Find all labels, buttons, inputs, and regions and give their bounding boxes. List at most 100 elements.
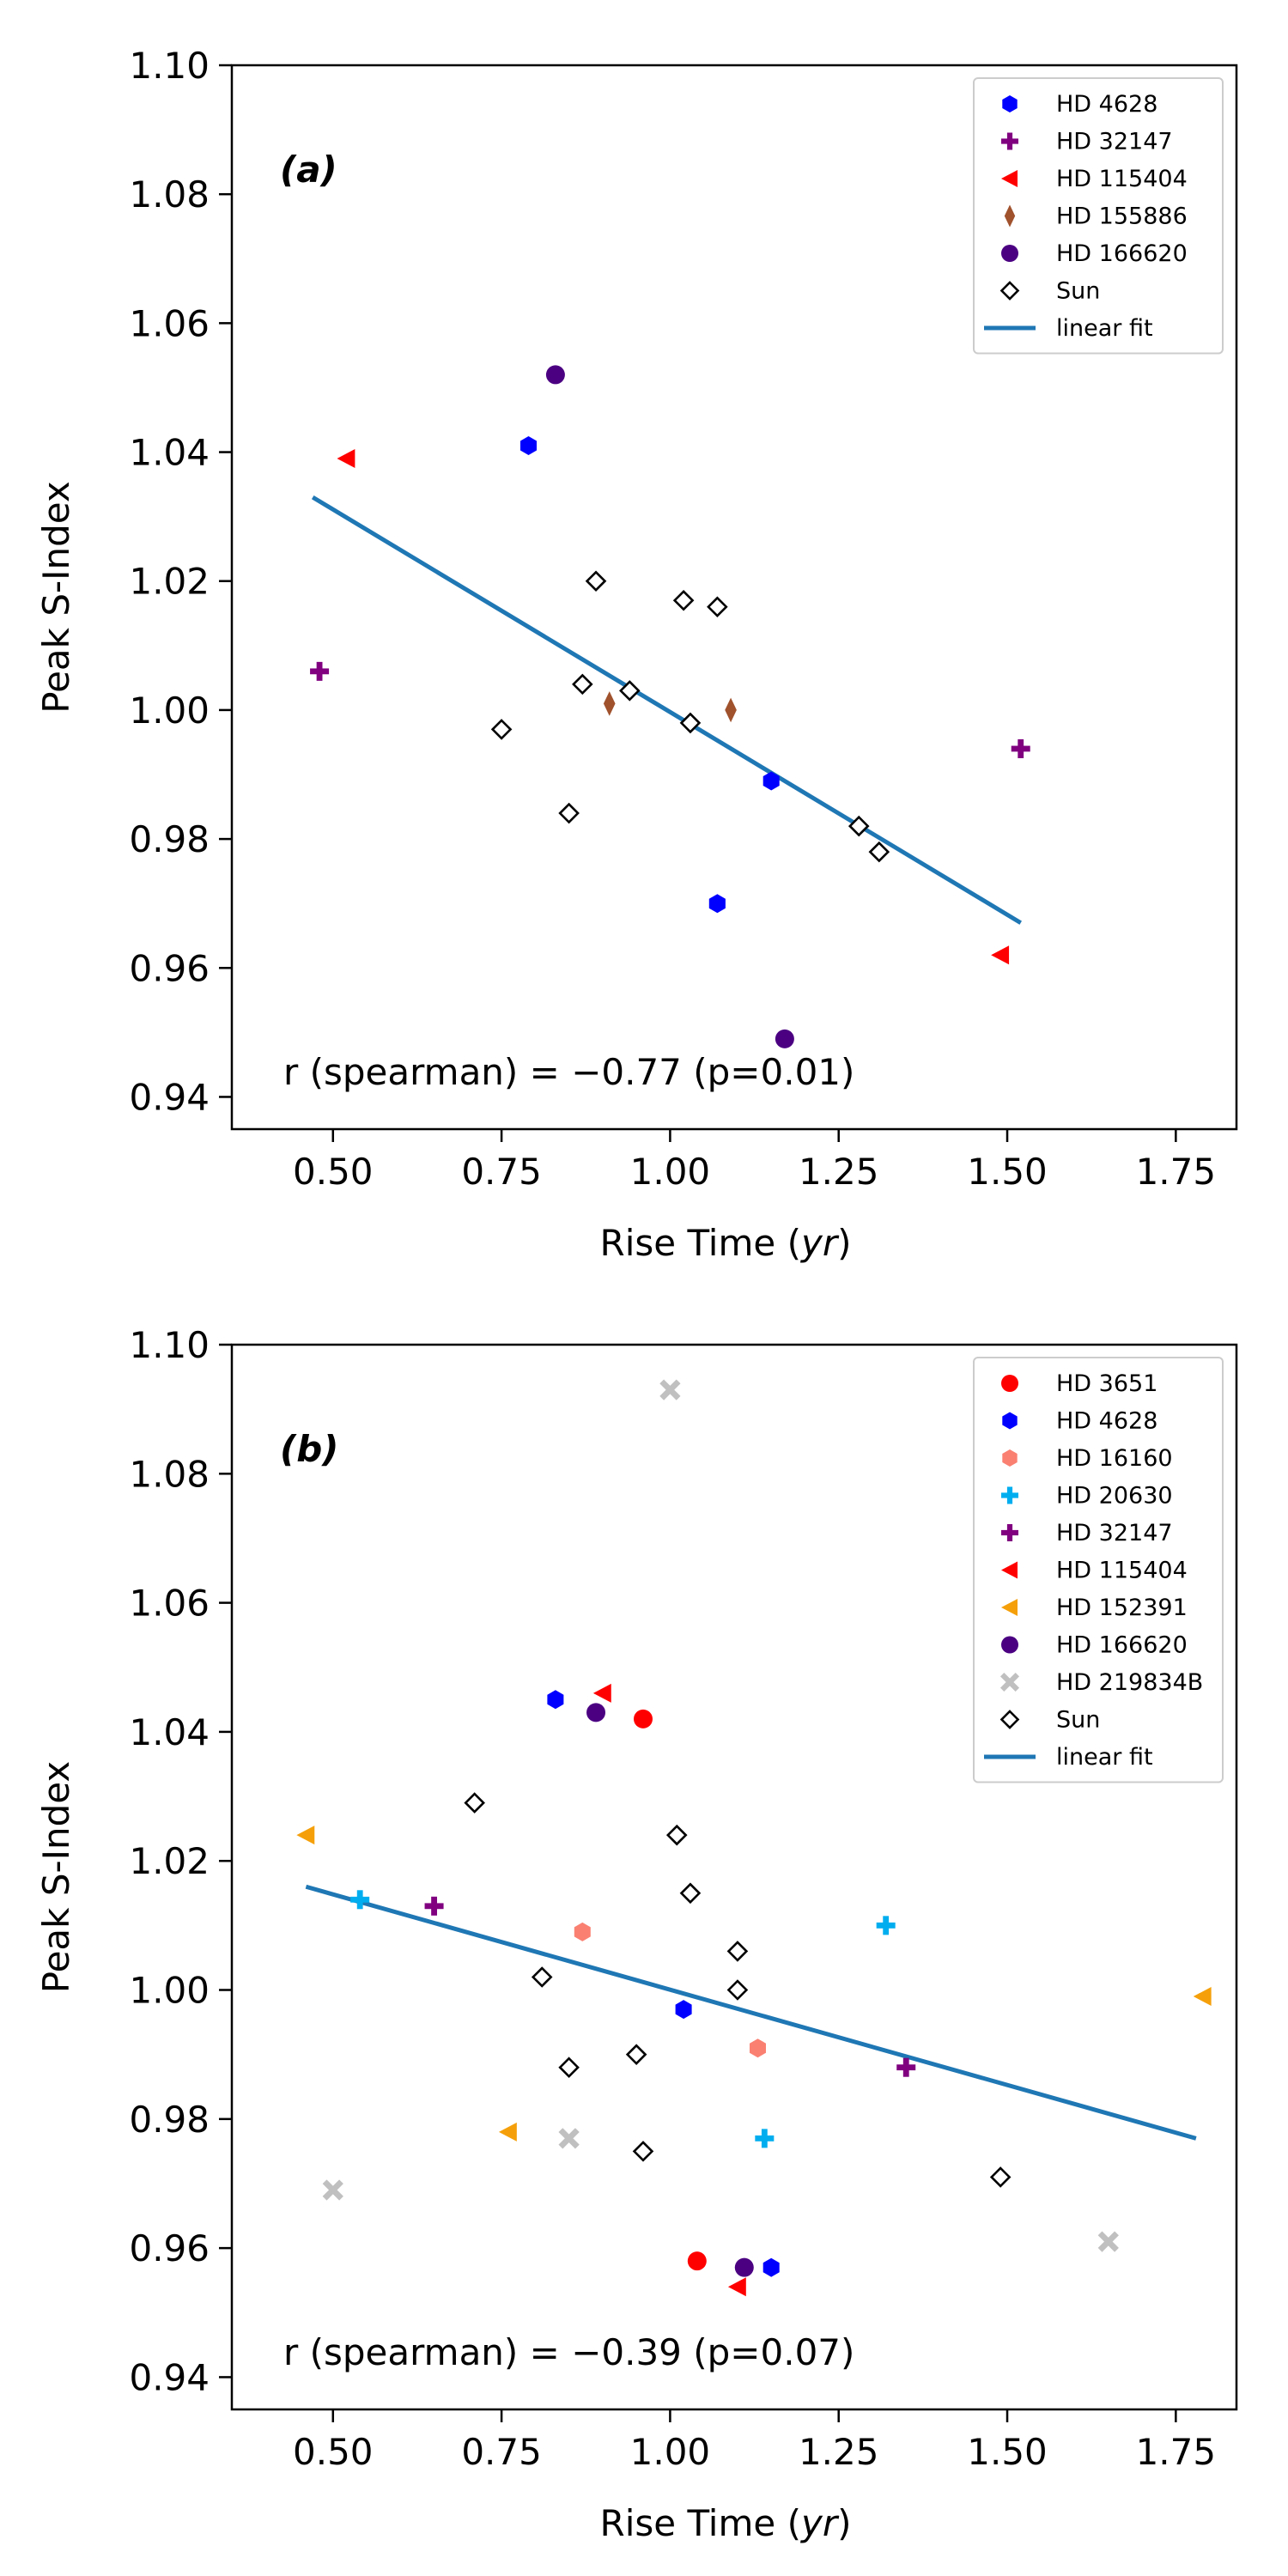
- legend-label: HD 4628: [1056, 1408, 1157, 1435]
- series-hd-152391: [296, 1826, 1212, 2142]
- legend-label: HD 3651: [1056, 1370, 1157, 1397]
- legend-label: HD 166620: [1056, 1632, 1188, 1659]
- marker-shape: [672, 589, 695, 611]
- chart-a-plot-frame: [230, 64, 1238, 1131]
- marker-shape: [1004, 204, 1016, 228]
- legend-marker-hd-3651: [1001, 1375, 1018, 1392]
- data-point-hd-115404: [991, 945, 1010, 965]
- legend-label: HD 155886: [1056, 204, 1188, 230]
- x-tick-label: 1.00: [630, 2431, 711, 2473]
- data-point-hd-4628: [708, 894, 726, 914]
- data-point-hd-166620: [734, 2257, 754, 2277]
- y-tick-label: 0.98: [129, 2099, 210, 2141]
- legend-label: HD 152391: [1056, 1595, 1188, 1621]
- legend-label: HD 32147: [1056, 129, 1173, 155]
- data-point-sun: [868, 841, 890, 863]
- series-hd-166620: [586, 1703, 754, 2277]
- marker-shape: [498, 2122, 517, 2142]
- data-point-sun: [619, 680, 641, 702]
- data-point-hd-4628: [762, 771, 780, 791]
- legend-label: HD 219834B: [1056, 1669, 1203, 1696]
- marker-shape: [734, 2257, 754, 2277]
- marker-shape: [490, 719, 513, 740]
- marker-shape: [633, 1709, 653, 1728]
- marker-shape: [1006, 1524, 1013, 1541]
- marker-shape: [999, 1710, 1020, 1729]
- legend-marker-hd-166620: [1001, 245, 1018, 262]
- marker-shape: [322, 2179, 343, 2201]
- data-point-hd-20630: [755, 2129, 775, 2148]
- legend: HD 3651 HD 4628 HD 16160 HD 20630 HD 32147 HD…: [973, 1357, 1224, 1783]
- marker-shape: [603, 691, 616, 716]
- legend-label: Sun: [1056, 278, 1100, 305]
- marker-shape: [574, 1922, 591, 1941]
- marker-shape: [726, 1941, 749, 1962]
- marker-shape: [991, 945, 1010, 965]
- data-point-sun: [490, 719, 513, 740]
- data-point-hd-4628: [762, 2257, 780, 2277]
- marker-shape: [679, 1882, 702, 1905]
- data-point-hd-219834b: [659, 1379, 681, 1400]
- x-tick-label: 1.25: [799, 1151, 879, 1193]
- marker-shape: [558, 2128, 580, 2149]
- legend-label: linear fit: [1056, 1744, 1153, 1771]
- data-point-hd-16160: [750, 2038, 766, 2058]
- marker-shape: [558, 2057, 580, 2078]
- data-point-sun: [632, 2141, 654, 2162]
- data-point-hd-4628: [520, 436, 537, 455]
- marker-shape: [989, 2166, 1012, 2188]
- marker-shape: [1001, 1375, 1018, 1392]
- legend-label: Sun: [1056, 1707, 1100, 1734]
- legend-marker-hd-20630: [1001, 1486, 1018, 1504]
- data-point-sun: [679, 1882, 702, 1905]
- x-tick-label: 1.50: [967, 2431, 1048, 2473]
- legend-label: HD 20630: [1056, 1483, 1173, 1510]
- marker-shape: [902, 2057, 909, 2077]
- data-point-hd-32147: [1011, 738, 1030, 758]
- y-tick-label: 0.94: [129, 2356, 210, 2398]
- data-point-hd-3651: [633, 1709, 653, 1728]
- series-hd-32147: [424, 1896, 916, 2077]
- legend-marker-hd-16160: [1002, 1449, 1018, 1467]
- y-tick-label: 1.04: [129, 1711, 210, 1753]
- spearman-annotation: r (spearman) = −0.77 (p=0.01): [283, 1051, 854, 1093]
- marker-shape: [1001, 1599, 1018, 1616]
- data-point-hd-20630: [350, 1890, 370, 1910]
- data-point-hd-166620: [775, 1029, 794, 1048]
- marker-shape: [531, 1966, 553, 1988]
- data-point-sun: [572, 673, 593, 696]
- data-point-hd-3651: [687, 2251, 707, 2271]
- y-tick-label: 1.00: [129, 690, 210, 732]
- marker-shape: [632, 2141, 654, 2162]
- y-tick-label: 1.08: [129, 1453, 210, 1495]
- data-point-hd-16160: [574, 1922, 591, 1941]
- marker-shape: [999, 281, 1020, 301]
- legend-marker-hd-152391: [1001, 1599, 1018, 1616]
- y-tick-label: 1.06: [129, 302, 210, 344]
- marker-shape: [1018, 738, 1024, 758]
- data-point-hd-155886: [725, 697, 737, 723]
- series-hd-115404: [592, 1683, 746, 2297]
- panel-a: 0.50 0.75 1.00 1.25 1.50 1.75 0.94 0.96 0.98 1.00…: [35, 45, 1238, 1264]
- y-tick-label: 1.02: [129, 561, 210, 603]
- data-point-hd-115404: [337, 449, 355, 469]
- x-tick-label: 0.50: [293, 2431, 374, 2473]
- marker-shape: [750, 2038, 766, 2058]
- series-hd-32147: [310, 661, 1030, 758]
- marker-shape: [316, 661, 323, 681]
- marker-shape: [1001, 1636, 1018, 1654]
- legend-label: HD 166620: [1056, 240, 1188, 267]
- marker-shape: [296, 1826, 315, 1845]
- panel-label: (a): [280, 149, 337, 191]
- y-axis-label: Peak S-Index: [35, 481, 77, 714]
- x-tick-label: 1.50: [967, 1151, 1048, 1193]
- marker-shape: [868, 841, 890, 863]
- panel-b: 0.50 0.75 1.00 1.25 1.50 1.75 0.94 0.96 0.98 1.00…: [35, 1324, 1238, 2544]
- legend-label: HD 32147: [1056, 1520, 1173, 1546]
- data-point-sun: [848, 815, 870, 837]
- data-point-hd-219834b: [558, 2128, 580, 2149]
- x-tick-label: 1.75: [1136, 2431, 1217, 2473]
- marker-shape: [1193, 1987, 1212, 2007]
- series-sun: [490, 570, 890, 863]
- x-tick-label: 0.75: [461, 1151, 542, 1193]
